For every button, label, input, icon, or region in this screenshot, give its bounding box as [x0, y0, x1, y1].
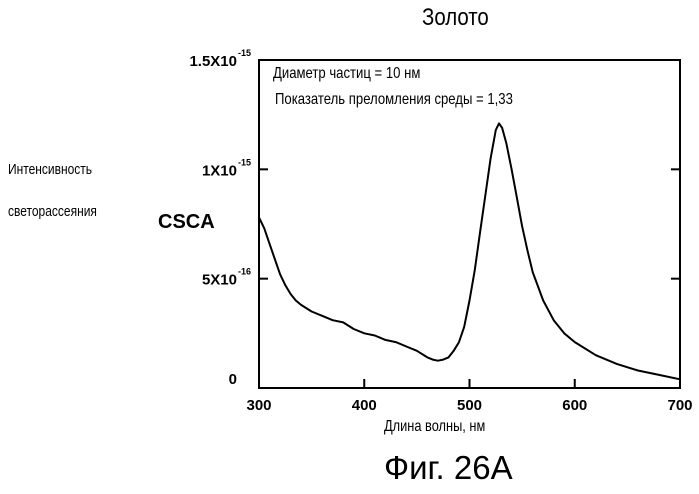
- y-tick-mantissa-1: 5X10: [202, 272, 237, 289]
- y-tick-exponent-3: -15: [238, 48, 251, 58]
- y-tick-label-0: 0: [229, 371, 237, 388]
- y-tick-label-2: 1X10-15: [202, 157, 251, 179]
- x-tick-labels: 300 400 500 600 700: [246, 397, 692, 414]
- x-tick-label-600: 600: [562, 397, 587, 414]
- y-tick-exponent-1: -16: [238, 267, 251, 277]
- y-tick-mantissa-0: 0: [229, 371, 237, 388]
- y-tick-mantissa-2: 1X10: [202, 162, 237, 179]
- y-tick-labels: 05X10-161X10-151.5X10-15: [189, 48, 251, 388]
- x-tick-label-400: 400: [352, 397, 377, 414]
- plot-frame: [259, 60, 680, 388]
- y-tick-label-1: 5X10-16: [202, 267, 251, 289]
- x-tick-label-500: 500: [457, 397, 482, 414]
- scattering-intensity-curve: [259, 123, 680, 379]
- x-tick-label-700: 700: [667, 397, 692, 414]
- y-tick-mantissa-3: 1.5X10: [189, 53, 237, 70]
- tick-marks: [259, 169, 680, 388]
- y-tick-exponent-2: -15: [238, 157, 251, 167]
- y-tick-label-3: 1.5X10-15: [189, 48, 251, 70]
- x-tick-label-300: 300: [246, 397, 271, 414]
